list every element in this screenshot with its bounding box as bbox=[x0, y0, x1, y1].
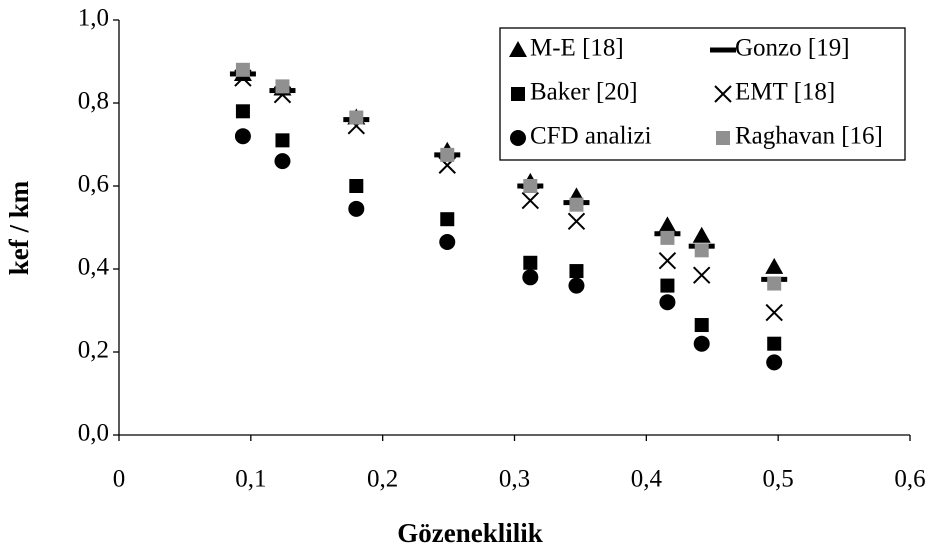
point bbox=[659, 294, 676, 311]
legend-marker bbox=[710, 47, 736, 53]
point bbox=[658, 216, 677, 233]
point bbox=[692, 266, 711, 284]
point bbox=[766, 354, 783, 371]
point bbox=[569, 264, 584, 279]
y-tick-label: 0,0 bbox=[78, 420, 109, 447]
legend-marker bbox=[509, 41, 527, 57]
legend-marker bbox=[511, 87, 525, 101]
point bbox=[439, 234, 456, 251]
y-tick-label: 0,8 bbox=[78, 88, 109, 115]
y-tick-label: 0,2 bbox=[78, 337, 109, 364]
x-tick-label: 0,5 bbox=[763, 466, 794, 493]
y-tick-label: 1,0 bbox=[78, 5, 109, 32]
point bbox=[569, 197, 584, 212]
point bbox=[568, 277, 585, 294]
legend-marker bbox=[714, 85, 732, 103]
point bbox=[523, 255, 538, 270]
point bbox=[658, 251, 677, 270]
legend-marker bbox=[716, 131, 730, 145]
point bbox=[765, 257, 784, 274]
point bbox=[275, 133, 290, 148]
point bbox=[694, 318, 709, 333]
point bbox=[567, 212, 586, 230]
x-tick-label: 0,3 bbox=[499, 466, 530, 493]
point bbox=[522, 269, 539, 286]
legend-label: Gonzo [19] bbox=[735, 35, 850, 62]
point bbox=[660, 278, 675, 293]
point bbox=[349, 110, 364, 125]
point bbox=[349, 179, 364, 193]
legend-label: Raghavan [16] bbox=[735, 123, 883, 150]
point bbox=[694, 243, 709, 258]
x-tick-label: 0,2 bbox=[367, 466, 398, 493]
legend-label: M-E [18] bbox=[530, 35, 624, 62]
point bbox=[440, 147, 455, 162]
point bbox=[765, 303, 783, 322]
point bbox=[767, 336, 782, 351]
x-axis-label: Gözeneklilik bbox=[397, 518, 543, 548]
y-axis-label: kef / km bbox=[4, 180, 34, 275]
point bbox=[767, 276, 782, 291]
point bbox=[692, 226, 711, 243]
x-tick-label: 0,4 bbox=[631, 466, 663, 493]
point bbox=[521, 191, 540, 210]
x-tick-label: 0,1 bbox=[235, 466, 266, 493]
legend-label: Baker [20] bbox=[530, 79, 638, 106]
point bbox=[660, 230, 675, 245]
x-tick-label: 0 bbox=[113, 466, 126, 493]
point bbox=[235, 62, 250, 77]
legend-marker bbox=[510, 130, 526, 146]
legend-label: CFD analizi bbox=[530, 123, 652, 150]
point bbox=[275, 79, 290, 94]
y-tick-label: 0,4 bbox=[78, 254, 110, 281]
legend-label: EMT [18] bbox=[735, 79, 835, 106]
x-tick-label: 0,6 bbox=[894, 466, 925, 493]
point bbox=[235, 104, 250, 119]
point bbox=[440, 212, 455, 227]
point bbox=[234, 128, 251, 145]
y-tick-label: 0,6 bbox=[78, 171, 109, 198]
point bbox=[274, 153, 291, 170]
point bbox=[523, 179, 538, 193]
point bbox=[693, 335, 710, 352]
point bbox=[348, 200, 365, 217]
legend bbox=[499, 27, 906, 161]
